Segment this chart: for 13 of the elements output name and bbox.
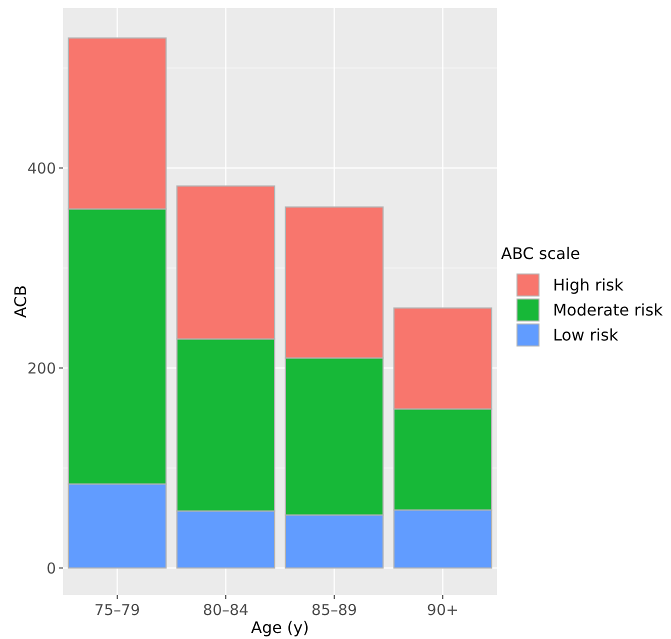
legend-label: High risk xyxy=(553,276,624,295)
x-tick-label: 90+ xyxy=(426,601,459,619)
x-tick-label: 75–79 xyxy=(94,601,140,619)
legend-label: Low risk xyxy=(553,326,619,345)
x-tick-label: 80–84 xyxy=(202,601,249,619)
y-tick-label: 200 xyxy=(27,359,56,378)
y-tick-label: 400 xyxy=(27,159,56,178)
y-axis-title: ACB xyxy=(11,285,30,318)
x-axis-title: Age (y) xyxy=(251,618,309,637)
legend-label: Moderate risk xyxy=(553,300,664,320)
x-tick-label: 85–89 xyxy=(311,601,358,619)
y-tick-label: 0 xyxy=(46,559,56,578)
legend-title: ABC scale xyxy=(501,244,580,263)
